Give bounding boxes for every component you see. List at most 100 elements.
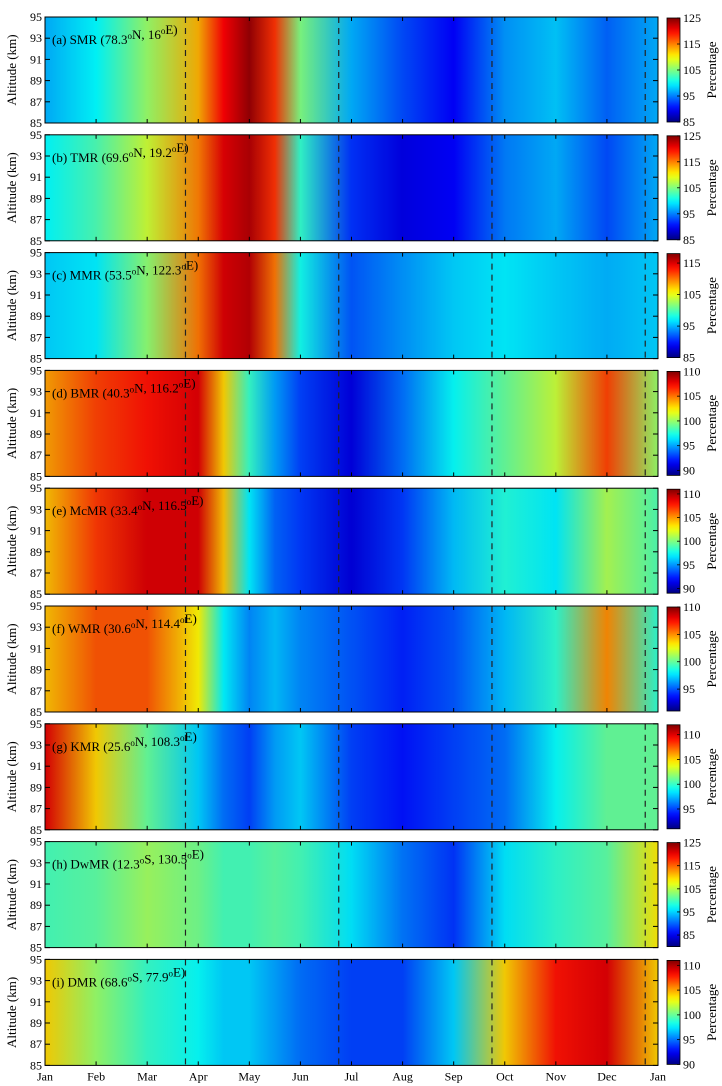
heatmap-shade	[45, 370, 658, 477]
colorbar-tick-label: 95	[683, 802, 695, 816]
y-tick-label: 85	[30, 234, 42, 248]
y-tick-label: 91	[30, 995, 42, 1009]
heatmap-field	[45, 723, 658, 830]
x-tick-label: Feb	[87, 1069, 105, 1083]
y-tick-label: 85	[30, 705, 42, 719]
colorbar	[666, 842, 681, 947]
y-tick-label: 93	[30, 385, 42, 399]
y-tick-label: 95	[30, 952, 42, 966]
colorbar-tick-label: 85	[683, 928, 695, 942]
y-axis-title: Altitude (km)	[4, 270, 19, 341]
colorbar-title: Percentage	[704, 866, 719, 923]
heatmap-shade	[45, 488, 658, 595]
x-axis: Jan Feb Mar Apr May Jun Jul Aug Sep Oct Nov Dec Jan	[37, 1069, 666, 1083]
y-tick-label: 93	[30, 620, 42, 634]
y-tick-label: 89	[30, 545, 42, 559]
colorbar-tick-label: 105	[683, 181, 701, 195]
colorbar-title: Percentage	[704, 159, 719, 216]
y-tick-label: 95	[30, 481, 42, 495]
x-tick-label: Jan	[650, 1069, 666, 1083]
colorbar	[666, 724, 681, 830]
y-tick-label: 95	[30, 599, 42, 613]
colorbar-title: Percentage	[704, 984, 719, 1041]
y-tick-label: 87	[30, 95, 42, 109]
colorbar-tick-label: 100	[683, 534, 701, 548]
heatmap-shade	[45, 134, 658, 241]
colorbar-tick-label: 115	[683, 37, 701, 51]
colorbar-tick-label: 110	[683, 600, 701, 614]
y-tick-label: 93	[30, 856, 42, 870]
y-tick-label: 91	[30, 170, 42, 184]
y-tick-label: 91	[30, 406, 42, 420]
y-tick-label: 89	[30, 191, 42, 205]
colorbar-tick-label: 105	[683, 983, 701, 997]
panel-label: (c) MMR (53.5oN, 122.3oE)	[52, 258, 198, 283]
colorbar-tick-label: 90	[683, 581, 695, 595]
heatmap-field	[45, 252, 658, 359]
colorbar-tick-label: 115	[683, 155, 701, 169]
heatmap-shade	[45, 723, 658, 830]
colorbar	[666, 960, 681, 1065]
y-tick-label: 89	[30, 663, 42, 677]
heatmap-field	[45, 488, 658, 595]
colorbar-tick-label: 95	[683, 558, 695, 572]
panel-label: (b) TMR (69.6oN, 19.2oE)	[52, 140, 189, 165]
colorbar-tick-label: 95	[683, 905, 695, 919]
y-tick-label: 85	[30, 1058, 42, 1072]
colorbar-tick-label: 85	[683, 351, 695, 365]
y-axis-title: Altitude (km)	[4, 388, 19, 459]
y-tick-label: 89	[30, 898, 42, 912]
panel-tmr: 85 87 89 91 93 95 Altitude (km) (b) TMR (69.6oN…	[4, 128, 719, 248]
y-tick-label: 91	[30, 524, 42, 538]
y-axis-title: Altitude (km)	[4, 859, 19, 930]
x-tick-label: Nov	[545, 1069, 566, 1083]
heatmap-field	[45, 959, 658, 1066]
panel-label: (i) DMR (68.6oS, 77.9oE)	[52, 964, 185, 989]
y-tick-label: 89	[30, 1016, 42, 1030]
heatmap-shade	[45, 959, 658, 1066]
colorbar-tick-label: 105	[683, 288, 701, 302]
colorbar-tick-label: 90	[683, 1057, 695, 1071]
colorbar-tick-label: 85	[683, 115, 695, 129]
y-tick-label: 91	[30, 641, 42, 655]
panel-mmr: 85 87 89 91 93 95 Altitude (km) (c) MMR (53.5oN…	[4, 246, 719, 366]
y-axis-title: Altitude (km)	[4, 506, 19, 577]
y-tick-label: 91	[30, 877, 42, 891]
colorbar-tick-label: 115	[683, 256, 701, 270]
heatmap-shade	[45, 841, 658, 948]
y-tick-label: 89	[30, 780, 42, 794]
y-tick-label: 93	[30, 31, 42, 45]
y-tick-label: 91	[30, 52, 42, 66]
heatmap-field	[45, 17, 658, 123]
x-tick-label: Aug	[392, 1069, 413, 1083]
x-tick-label: Apr	[189, 1069, 208, 1083]
y-tick-label: 95	[30, 835, 42, 849]
x-tick-label: Mar	[137, 1069, 157, 1083]
colorbar-title: Percentage	[704, 512, 719, 569]
x-tick-label: Jun	[292, 1069, 309, 1083]
colorbar-tick-label: 95	[683, 682, 695, 696]
y-tick-label: 89	[30, 427, 42, 441]
y-tick-label: 93	[30, 502, 42, 516]
colorbar-tick-label: 95	[683, 89, 695, 103]
panel-label: (g) KMR (25.6oN, 108.3oE)	[52, 729, 197, 754]
y-tick-label: 91	[30, 759, 42, 773]
panel-dmr: 85 87 89 91 93 95 Altitude (km) (i) DMR (68.6oS…	[4, 952, 719, 1072]
panel-label: (e) McMR (33.4oN, 116.5oE)	[52, 493, 204, 518]
y-tick-label: 95	[30, 128, 42, 142]
colorbar-tick-label: 110	[683, 364, 701, 378]
panel-kmr: 85 87 89 91 93 95 Altitude (km) (g) KMR (25.6oN…	[4, 717, 719, 837]
heatmap-field	[45, 134, 658, 241]
y-tick-label: 87	[30, 684, 42, 698]
y-axis-title: Altitude (km)	[4, 34, 19, 105]
heatmap-shade	[45, 606, 658, 712]
colorbar-tick-label: 105	[683, 511, 701, 525]
colorbar-tick-label: 110	[683, 487, 701, 501]
y-axis-title: Altitude (km)	[4, 623, 19, 694]
panel-dwmr: 85 87 89 91 93 95 Altitude (km) (h) DwMR (12.3o…	[4, 835, 719, 955]
panel-bmr: 85 87 89 91 93 95 Altitude (km) (d) BMR (40.3oN…	[4, 363, 719, 483]
y-tick-label: 85	[30, 352, 42, 366]
colorbar-tick-label: 95	[683, 207, 695, 221]
x-tick-label: Oct	[496, 1069, 514, 1083]
heatmap-field	[45, 370, 658, 477]
